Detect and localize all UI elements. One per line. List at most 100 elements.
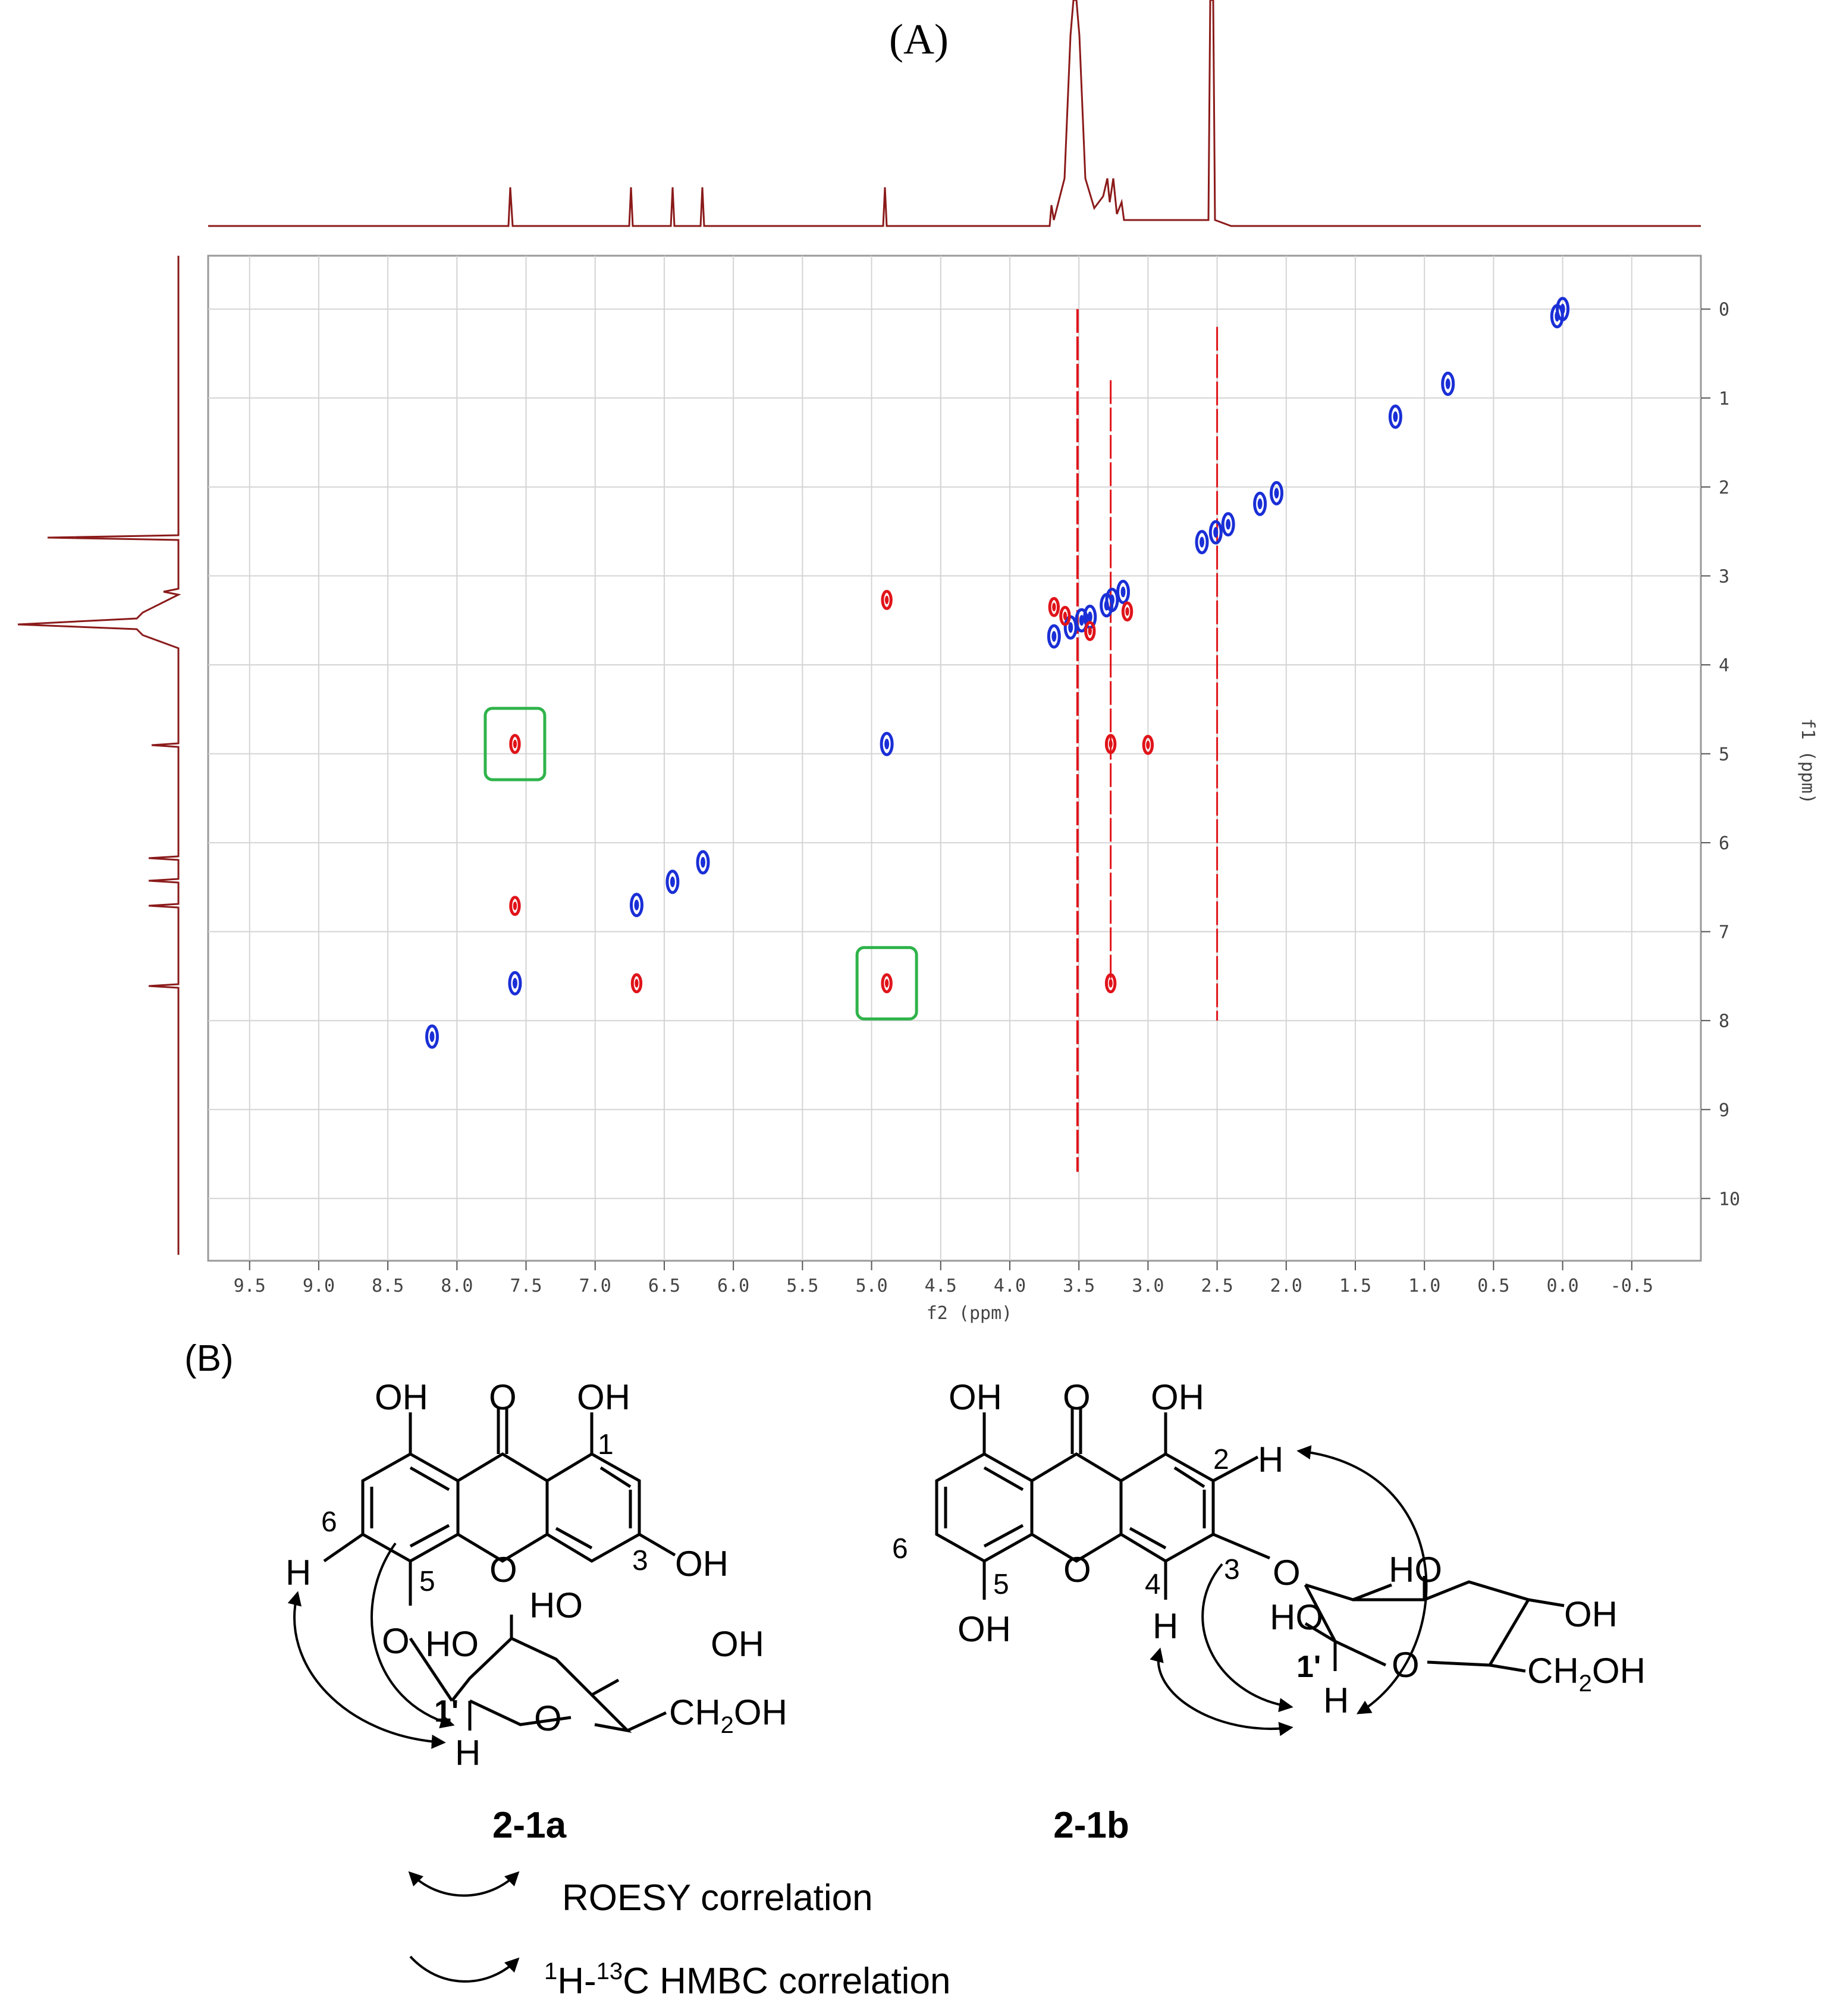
roesy-arrow-2-1b-h2 bbox=[1296, 1445, 1428, 1714]
label-2-1a-sugar-oh: OH bbox=[711, 1624, 764, 1664]
structure-2-1b bbox=[935, 1406, 1565, 1673]
label-2-1b-sugar-oh: OH bbox=[1564, 1594, 1618, 1634]
cross-peak-negative bbox=[509, 734, 521, 754]
cross-peak-core-negative bbox=[884, 595, 889, 604]
cross-peak-core-positive bbox=[1051, 631, 1057, 642]
y-tick-label: 3 bbox=[1719, 566, 1729, 587]
label-2-1a-num1: 1 bbox=[598, 1429, 614, 1461]
x-tick-label: 7.0 bbox=[579, 1276, 611, 1296]
y-tick-label: 7 bbox=[1719, 922, 1729, 943]
cross-peak-positive bbox=[1195, 530, 1209, 555]
cross-peak-negative bbox=[881, 589, 893, 610]
structure-2-1b-arrows bbox=[1150, 1445, 1428, 1736]
compound-label-2-1b: 2-1b bbox=[1053, 1805, 1129, 1846]
label-2-1b-num5: 5 bbox=[993, 1569, 1009, 1600]
x-tick-label: 8.5 bbox=[372, 1276, 404, 1296]
label-2-1b-oh2: OH bbox=[1151, 1377, 1204, 1417]
cross-peak-positive bbox=[425, 1024, 439, 1049]
cross-peaks bbox=[425, 297, 1570, 1049]
y-tick-label: 9 bbox=[1719, 1100, 1729, 1121]
cross-peak-core-positive bbox=[1120, 586, 1126, 598]
x-tick-label: 0.5 bbox=[1477, 1276, 1509, 1296]
label-2-1a-sugar-ho: HO bbox=[425, 1624, 479, 1664]
cross-peak-negative bbox=[1104, 734, 1117, 754]
cross-peak-core-negative bbox=[513, 739, 517, 749]
panel-a-label: (A) bbox=[889, 15, 949, 63]
label-2-1b-num2: 2 bbox=[1213, 1444, 1229, 1475]
cross-peak-core-negative bbox=[1063, 611, 1068, 620]
label-2-1b-carbonyl-o: O bbox=[1063, 1377, 1091, 1417]
x-tick-label: 6.5 bbox=[648, 1276, 680, 1296]
y-tick-label: 5 bbox=[1719, 745, 1729, 765]
cross-peak-positive bbox=[696, 850, 710, 875]
cross-peak-core-positive bbox=[884, 739, 890, 750]
cross-peak-core-positive bbox=[1200, 536, 1205, 548]
label-2-1b-ch2oh: CH2OH bbox=[1527, 1651, 1646, 1697]
x-tick-label: 1.5 bbox=[1339, 1276, 1371, 1296]
label-2-1b-h4: H bbox=[1153, 1606, 1178, 1646]
cross-peak-core-positive bbox=[1213, 527, 1219, 538]
cross-peak-core-negative bbox=[635, 979, 639, 988]
cross-peak-positive bbox=[1253, 491, 1267, 516]
label-2-1b-oh5: OH bbox=[957, 1609, 1011, 1649]
cross-peak-positive bbox=[1116, 579, 1131, 604]
cross-peak-negative bbox=[1104, 973, 1117, 994]
cross-peak-core-positive bbox=[1393, 411, 1398, 422]
roesy-arrow-2-1b bbox=[1150, 1647, 1293, 1736]
cross-peak-core-negative bbox=[884, 979, 889, 988]
hmbc-arrow-2-1a bbox=[371, 1542, 455, 1729]
y-tick-label: 4 bbox=[1719, 655, 1729, 676]
x-tick-label: 9.5 bbox=[234, 1276, 266, 1296]
label-2-1a-sugar-ho2: HO bbox=[529, 1585, 583, 1625]
compound-label-2-1a: 2-1a bbox=[492, 1805, 567, 1846]
label-2-1a-num5: 5 bbox=[419, 1566, 435, 1597]
cross-peak-core-negative bbox=[1109, 739, 1113, 749]
label-2-1a-glyco-o: O bbox=[382, 1621, 410, 1661]
label-2-1a-num3: 3 bbox=[632, 1545, 648, 1577]
x-tick-label: 4.5 bbox=[925, 1276, 957, 1296]
cross-peak-core-negative bbox=[1088, 626, 1092, 636]
t1-noise-streaks bbox=[1076, 309, 1219, 1172]
label-2-1b-1prime: 1' bbox=[1296, 1650, 1321, 1684]
x-tick-label: 1.0 bbox=[1408, 1276, 1440, 1296]
cross-peak-core-positive bbox=[1109, 594, 1114, 605]
top-projection-spectrum bbox=[208, 0, 1701, 227]
cross-peak-positive bbox=[508, 971, 522, 996]
cross-peak-positive bbox=[880, 731, 894, 756]
x-tick-label: 6.0 bbox=[717, 1276, 749, 1296]
cross-peak-core-negative bbox=[1052, 602, 1056, 611]
x-tick-label: 4.0 bbox=[994, 1276, 1026, 1296]
y-tick-label: 8 bbox=[1719, 1011, 1729, 1032]
legend-hmbc-arrow bbox=[409, 1955, 520, 1983]
panel-b-label: (B) bbox=[184, 1338, 234, 1379]
x-tick-label: -0.5 bbox=[1610, 1276, 1653, 1296]
cross-peak-core-positive bbox=[1079, 615, 1084, 626]
cross-peak-core-negative bbox=[1146, 740, 1150, 749]
structure-2-1a-labels: OH O OH OH O O H H 1 3 5 6 1' HO HO OH O… bbox=[285, 1377, 787, 1773]
cross-peak-positive bbox=[1388, 404, 1402, 429]
cross-peak-core-positive bbox=[1257, 498, 1263, 510]
cross-peak-negative bbox=[881, 973, 893, 994]
label-2-1a-h6: H bbox=[285, 1553, 311, 1593]
legend: ROESY correlation 1H-13C HMBC correlatio… bbox=[408, 1871, 950, 2002]
cross-peak-positive bbox=[1270, 481, 1284, 505]
label-2-1b-h2: H bbox=[1258, 1440, 1283, 1480]
cross-peak-core-positive bbox=[1560, 303, 1565, 315]
label-2-1a-oh3: OH bbox=[675, 1544, 729, 1584]
x-tick-label: 2.0 bbox=[1270, 1276, 1302, 1296]
cross-peak-core-positive bbox=[634, 899, 639, 910]
cross-peak-positive bbox=[1556, 297, 1570, 322]
cross-peak-core-positive bbox=[1068, 622, 1073, 633]
cross-peak-core-positive bbox=[701, 856, 706, 868]
cross-peak-positive bbox=[1208, 520, 1223, 545]
legend-hmbc-text: 1H-13C HMBC correlation bbox=[544, 1958, 950, 2002]
x-tick-label: 7.5 bbox=[510, 1276, 542, 1296]
plot-area bbox=[207, 255, 1702, 1262]
highlight-box bbox=[855, 946, 918, 1020]
cross-peak-core-positive bbox=[1274, 488, 1279, 499]
label-2-1b-glyco-o: O bbox=[1273, 1553, 1301, 1593]
y-tick-label: 1 bbox=[1719, 388, 1729, 409]
x-tick-label: 3.0 bbox=[1132, 1276, 1164, 1296]
cross-peak-core-negative bbox=[1125, 607, 1129, 616]
cross-peak-positive bbox=[1221, 512, 1235, 537]
